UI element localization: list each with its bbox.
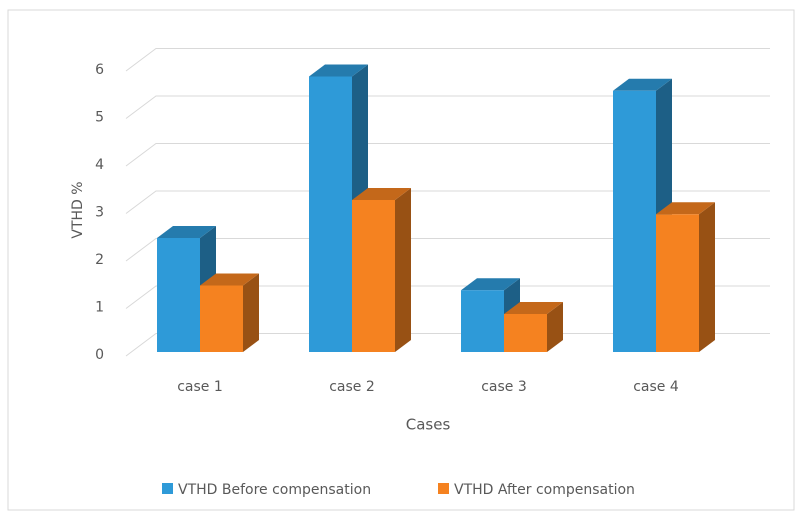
legend-label: VTHD Before compensation [178,482,371,498]
grid-line [125,95,770,119]
bar-top [352,188,411,200]
legend-swatch [162,483,173,494]
y-tick-label: 1 [95,300,104,316]
bar [613,90,656,352]
bar [461,290,504,352]
bar-top [309,64,368,77]
y-tick-label: 3 [95,205,104,221]
bar [504,314,547,352]
bar [200,285,243,352]
y-tick-label: 5 [95,110,104,126]
bar-side [243,273,259,352]
bar-side [699,202,715,352]
bar-top [157,226,216,238]
bar [352,200,395,352]
y-tick-label: 4 [95,157,104,173]
bar [656,214,699,352]
grid-line [125,238,770,262]
grid-line [125,143,770,167]
bar-side [547,302,563,352]
legend-label: VTHD After compensation [454,482,635,498]
x-axis-label: Cases [406,416,451,434]
bar [309,76,352,352]
bar [157,238,200,352]
bar-top [656,202,715,215]
bar-top [504,302,563,314]
bar-top [200,273,259,286]
bar-top [461,278,520,291]
y-tick-label: 2 [95,252,104,268]
bar-top [613,78,672,91]
x-tick-label: case 3 [481,379,527,395]
x-tick-label: case 2 [329,379,375,395]
x-tick-label: case 1 [177,379,223,395]
y-axis-label: VTHD % [70,181,86,238]
y-tick-label: 6 [95,62,104,78]
grid-line [125,333,770,357]
x-tick-label: case 4 [633,379,679,395]
grid-line [125,285,770,309]
grid-line [125,190,770,214]
bar-side [395,188,411,352]
legend-swatch [438,483,449,494]
grid-line [125,48,770,72]
y-tick-label: 0 [95,347,104,363]
